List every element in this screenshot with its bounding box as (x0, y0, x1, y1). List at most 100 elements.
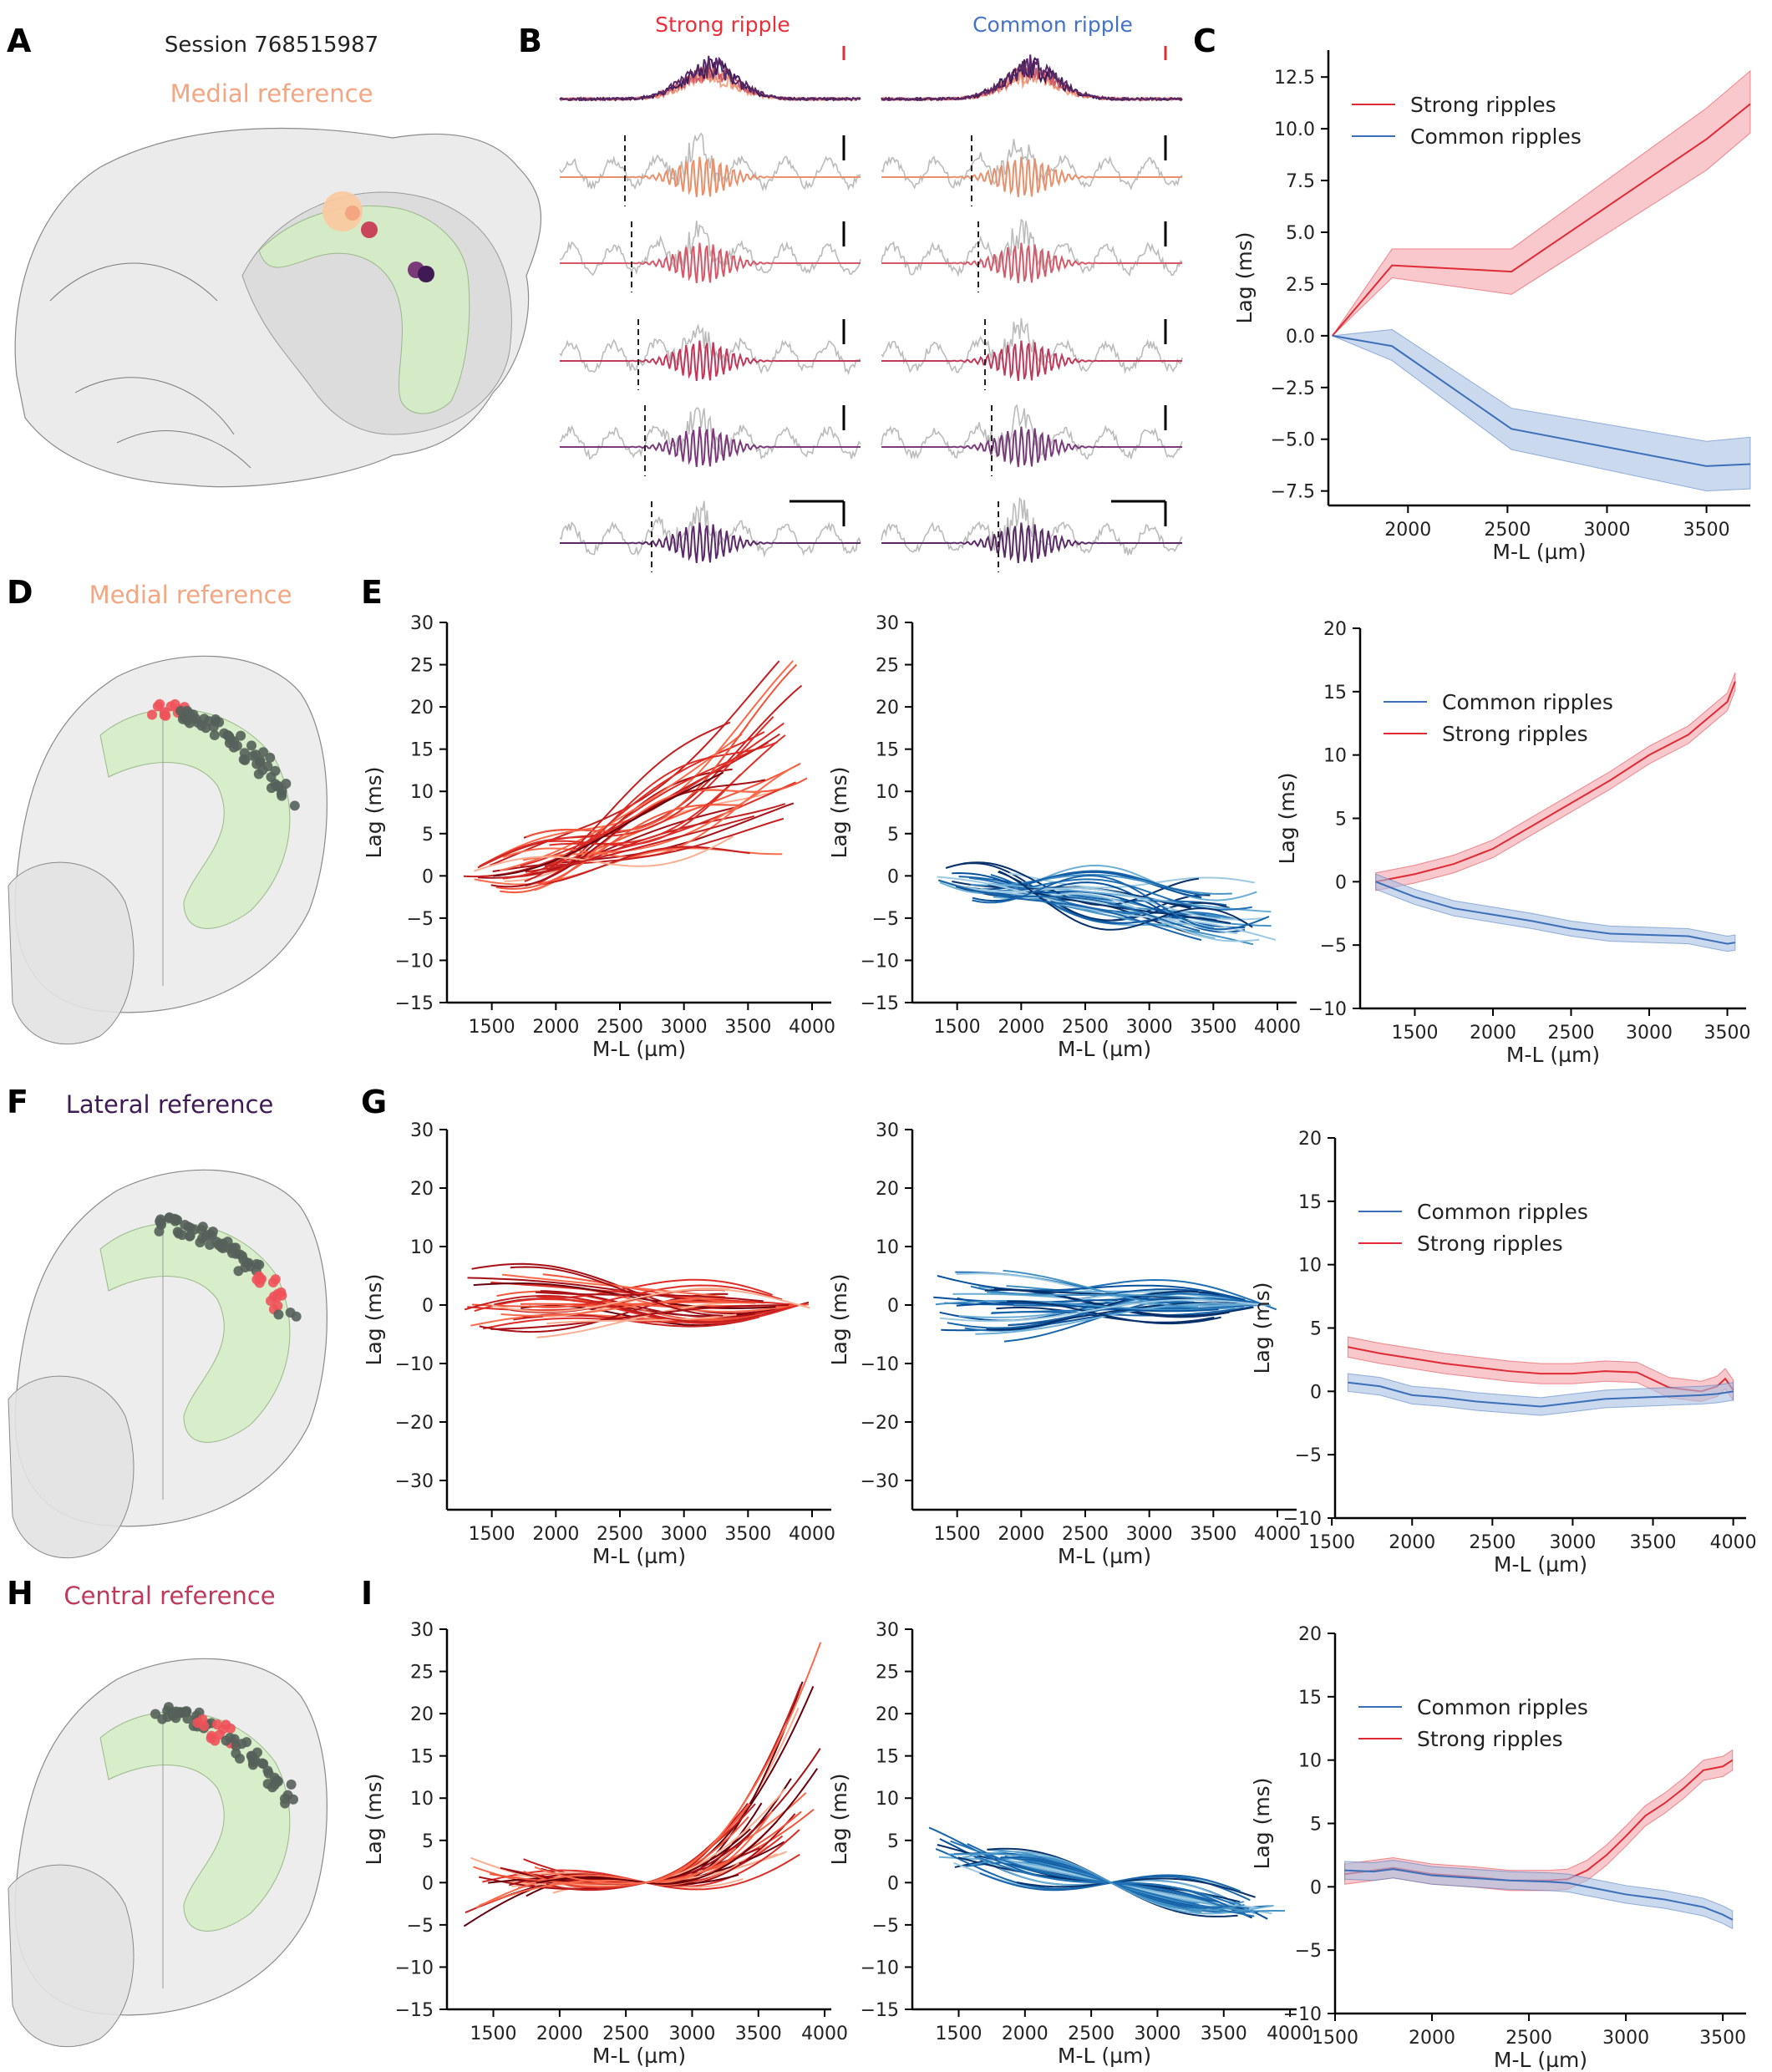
x-tick-label: 2000 (998, 1017, 1044, 1038)
y-tick-label: 5 (887, 825, 899, 846)
probe-dot (155, 1214, 166, 1225)
x-axis-label: M-L (µm) (1058, 2044, 1151, 2068)
probe-dot (197, 1221, 208, 1232)
brain-schematic-D (8, 655, 327, 1045)
hippocampus (258, 206, 470, 414)
y-tick-label: 10 (1323, 746, 1347, 767)
x-axis-label: M-L (µm) (1506, 1043, 1600, 1067)
lag-trace (1003, 1269, 1199, 1308)
y-tick-label: 25 (410, 656, 434, 677)
mean-line-strong (1331, 103, 1751, 337)
y-tick-label: 12.5 (1274, 68, 1315, 89)
y-tick-label: 20 (1298, 1624, 1322, 1645)
y-tick-label: 20 (876, 1179, 899, 1200)
y-tick-label: −5 (872, 909, 899, 930)
y-tick-label: 30 (876, 1120, 899, 1141)
x-tick-label: 4000 (1710, 1532, 1757, 1553)
y-tick-label: −5 (407, 1916, 434, 1937)
legend-label: Common ripples (1417, 1695, 1588, 1719)
y-tick-label: 0 (422, 1296, 434, 1317)
y-tick-label: 0 (422, 1873, 434, 1894)
y-axis-label: Lag (ms) (1250, 1778, 1274, 1870)
y-tick-label: 20 (410, 1704, 434, 1725)
lag-trace (536, 1302, 738, 1338)
mean-line-common (1348, 1381, 1734, 1408)
x-tick-label: 4000 (801, 2024, 848, 2044)
lag-trace (474, 835, 734, 872)
lag-trace (942, 880, 1265, 921)
probe-dot (270, 765, 281, 776)
ripple-traces (559, 46, 1183, 572)
y-tick-label: 20 (410, 1179, 434, 1200)
raw-lfp-trace (559, 500, 861, 558)
lag-trace (544, 817, 784, 867)
brain-cerebellum (8, 861, 135, 1045)
lag-trace (1017, 1877, 1256, 1898)
y-tick-label: 10.0 (1274, 119, 1315, 140)
y-axis-label: Lag (ms) (362, 1274, 386, 1366)
lag-trace (947, 871, 1202, 899)
reference-label-F: Lateral reference (66, 1090, 274, 1119)
ripple-envelope (559, 55, 861, 102)
brain-schematic-H (8, 1658, 327, 2048)
reference-probe-dot (265, 1296, 276, 1307)
raw-lfp-trace (559, 407, 861, 460)
probe-dot (181, 1706, 192, 1717)
y-tick-label: 10 (410, 1789, 434, 1810)
x-tick-label: 2000 (998, 1524, 1044, 1545)
panel-letter-I: I (361, 1575, 373, 1612)
lag-trace (975, 1303, 1271, 1335)
reference-probe-dot (159, 710, 170, 721)
y-tick-label: 0 (1310, 1382, 1322, 1403)
x-tick-label: 2500 (1505, 2028, 1552, 2049)
y-tick-label: 15 (1298, 1192, 1322, 1213)
lag-trace (475, 1810, 774, 1909)
probe-dot (229, 736, 240, 747)
probe-dot (238, 754, 249, 764)
y-tick-label: 25 (876, 656, 899, 677)
filtered-ripple-trace (560, 156, 861, 198)
probe-site-lateral (418, 266, 434, 282)
y-tick-label: −15 (395, 2000, 434, 2021)
filtered-ripple-trace (881, 522, 1182, 564)
probe-dot (246, 740, 257, 751)
probe-dot (225, 1733, 236, 1744)
x-tick-label: 2500 (1068, 2024, 1114, 2044)
lag-trace (490, 1304, 790, 1330)
probe-dot (240, 1262, 251, 1272)
x-tick-label: 3000 (1126, 1524, 1173, 1545)
y-tick-label: 15 (876, 1747, 899, 1768)
x-tick-label: 2000 (1002, 2024, 1048, 2044)
y-tick-label: 10 (1298, 1751, 1322, 1772)
x-axis-label: M-L (µm) (1058, 1544, 1151, 1568)
confidence-band (1375, 873, 1736, 952)
x-tick-label: 3000 (1626, 1023, 1673, 1044)
x-tick-label: 3500 (735, 2024, 782, 2044)
y-tick-label: 15 (410, 740, 434, 761)
lag-trace (537, 741, 778, 884)
y-tick-label: −20 (861, 1413, 899, 1434)
legend-label: Strong ripples (1410, 93, 1556, 117)
lag-trace (987, 1291, 1213, 1301)
x-tick-label: 2000 (532, 1017, 579, 1038)
y-tick-label: −10 (395, 951, 434, 972)
x-tick-label: 2500 (1062, 1017, 1109, 1038)
x-tick-label: 1500 (469, 1017, 515, 1038)
reference-probe-dot (152, 701, 163, 712)
y-tick-label: −5.0 (1271, 430, 1315, 451)
x-tick-label: 3500 (1683, 520, 1730, 541)
y-axis-label: Lag (ms) (362, 1774, 386, 1866)
y-tick-label: 30 (876, 1620, 899, 1641)
panel-letter-E: E (361, 574, 383, 611)
reference-probe-dot (272, 1300, 283, 1311)
x-axis-label: M-L (µm) (592, 2044, 686, 2068)
x-tick-label: 1500 (934, 1524, 981, 1545)
y-tick-label: 0 (887, 1873, 899, 1894)
lag-trace (524, 721, 731, 882)
mean-line-common (1332, 334, 1751, 467)
confidence-band (1347, 1373, 1734, 1416)
filtered-ripple-trace (881, 340, 1182, 382)
common-ripple-title: Common ripple (972, 13, 1133, 37)
y-tick-label: −5 (1320, 936, 1347, 957)
